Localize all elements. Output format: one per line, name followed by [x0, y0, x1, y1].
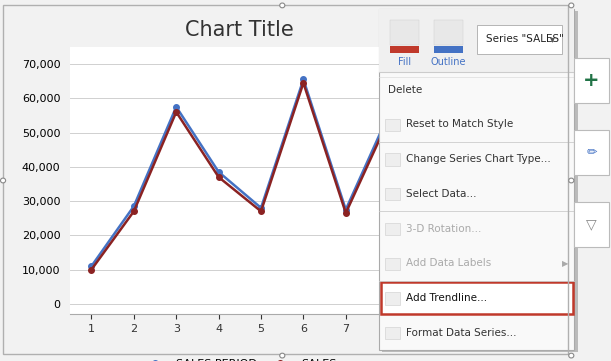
SALES PERIOD [342, 208, 349, 212]
Text: ▶: ▶ [562, 259, 569, 268]
Text: Series "SALES": Series "SALES" [486, 34, 563, 44]
Text: Fill: Fill [398, 57, 411, 67]
SALES PERIOD [300, 77, 307, 82]
SALES PERIOD [257, 206, 265, 210]
SALES [130, 209, 137, 213]
Legend: SALES PERIOD, SALES: SALES PERIOD, SALES [138, 355, 342, 361]
Text: Outline: Outline [431, 57, 466, 67]
Text: ▽: ▽ [586, 218, 597, 232]
Text: Change Series Chart Type...: Change Series Chart Type... [406, 154, 551, 164]
SALES [215, 175, 222, 179]
Text: Format Data Series...: Format Data Series... [406, 328, 517, 338]
SALES PERIOD [172, 105, 180, 109]
SALES [172, 110, 180, 114]
SALES PERIOD [130, 204, 137, 208]
Text: +: + [583, 71, 600, 90]
Text: Delete: Delete [388, 84, 422, 95]
SALES [88, 268, 95, 272]
Line: SALES PERIOD: SALES PERIOD [89, 77, 391, 269]
SALES PERIOD [88, 264, 95, 268]
Text: 3-D Rotation...: 3-D Rotation... [406, 223, 481, 234]
SALES [300, 81, 307, 85]
Line: SALES: SALES [89, 80, 391, 272]
SALES [384, 118, 392, 123]
Text: Select Data...: Select Data... [406, 189, 477, 199]
SALES [342, 211, 349, 215]
Title: Chart Title: Chart Title [186, 20, 294, 40]
SALES [257, 209, 265, 213]
Text: Add Data Labels: Add Data Labels [406, 258, 492, 268]
SALES PERIOD [215, 170, 222, 174]
Text: Add Trendline...: Add Trendline... [406, 293, 488, 303]
Text: ▾: ▾ [550, 34, 555, 44]
Text: Reset to Match Style: Reset to Match Style [406, 119, 514, 129]
SALES PERIOD [384, 113, 392, 118]
Text: ✏: ✏ [586, 146, 597, 159]
